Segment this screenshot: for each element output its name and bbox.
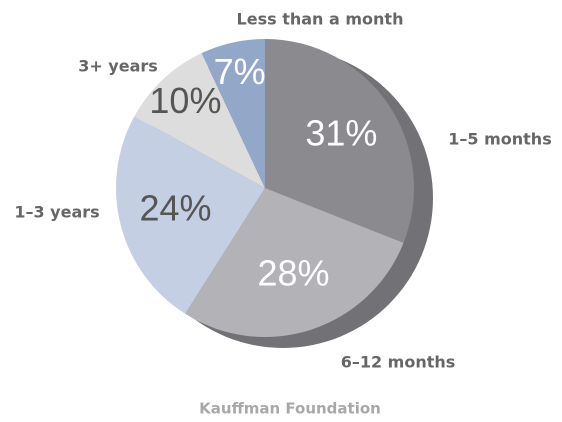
source: Kauffman Foundation xyxy=(199,400,381,418)
value-label: 10% xyxy=(149,80,221,121)
value-label: 24% xyxy=(139,187,211,228)
slices xyxy=(116,39,414,337)
category-label: Less than a month xyxy=(237,10,404,29)
slice xyxy=(185,188,404,337)
category-label: 3+ years xyxy=(78,57,158,76)
slice xyxy=(265,39,414,243)
category-label: 1–3 years xyxy=(14,203,99,222)
slice xyxy=(201,39,265,188)
category-label: 6–12 months xyxy=(341,353,456,372)
value-label: 28% xyxy=(258,252,330,293)
slice xyxy=(116,116,265,314)
category-label: 1–5 months xyxy=(448,130,551,149)
value-label: 31% xyxy=(305,113,377,154)
slice xyxy=(134,53,265,188)
value-label: 7% xyxy=(214,51,266,92)
